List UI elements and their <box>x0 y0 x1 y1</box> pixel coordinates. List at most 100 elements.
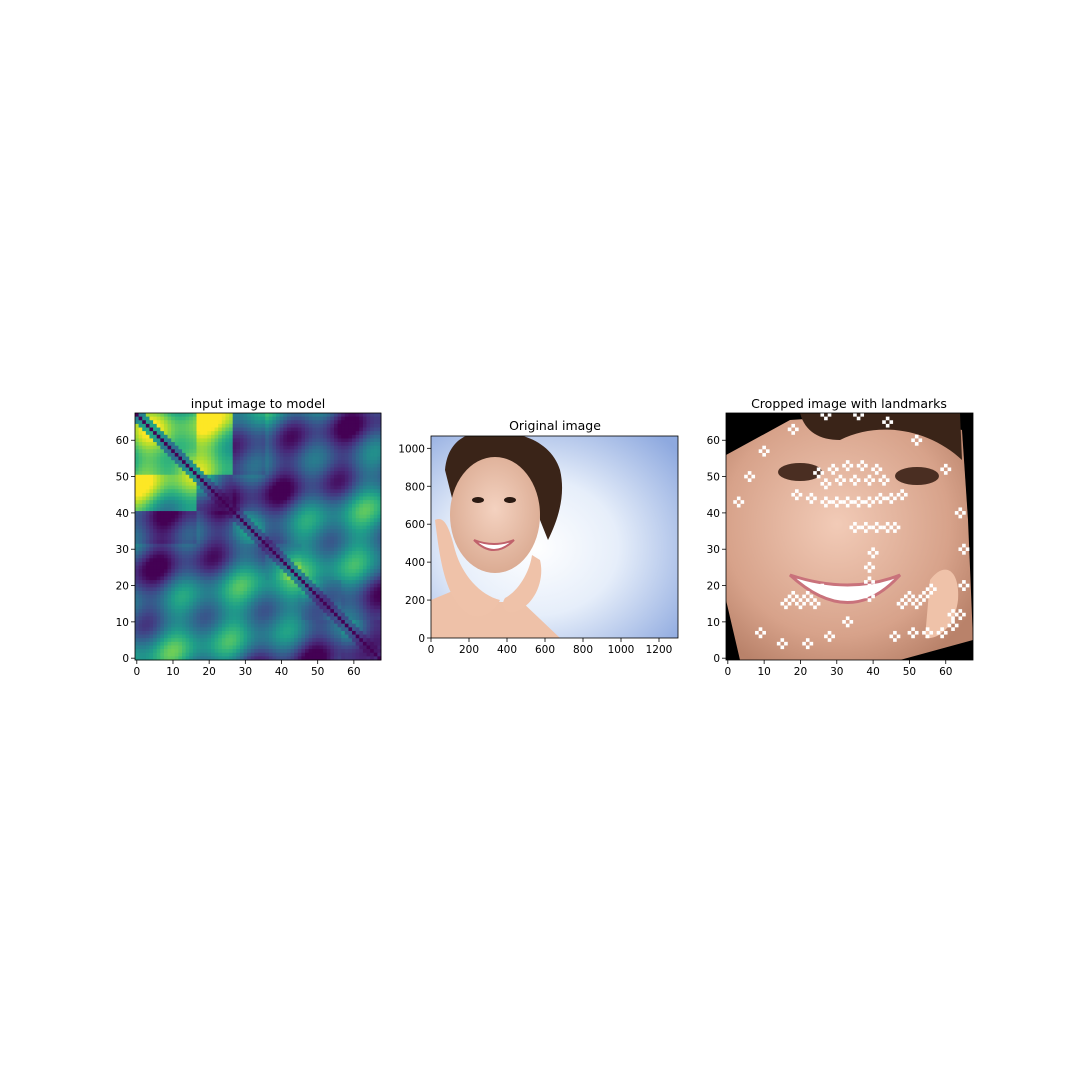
heatmap-cell <box>319 532 324 537</box>
heatmap-cell <box>142 616 147 621</box>
heatmap-cell <box>308 645 313 650</box>
heatmap-cell <box>149 645 154 650</box>
heatmap-cell <box>315 423 320 428</box>
heatmap-cell <box>283 590 288 596</box>
heatmap-cell <box>355 594 360 599</box>
heatmap-cell <box>207 580 212 585</box>
heatmap-cell <box>330 489 335 494</box>
heatmap-cell <box>355 427 360 432</box>
heatmap-cell <box>290 638 295 643</box>
heatmap-cell <box>160 561 165 566</box>
heatmap-cell <box>221 554 226 559</box>
heatmap-cell <box>286 649 291 654</box>
heatmap-cell <box>283 503 288 508</box>
heatmap-cell <box>337 416 342 421</box>
landmark-pixel <box>914 442 919 446</box>
heatmap-cell <box>236 580 241 585</box>
heatmap-cell <box>366 521 371 527</box>
heatmap-cell <box>196 572 201 577</box>
heatmap-cell <box>265 641 270 646</box>
landmark-pixel <box>845 616 850 621</box>
heatmap-cell <box>182 452 187 457</box>
heatmap-cell <box>326 507 331 512</box>
heatmap-cell <box>323 413 328 418</box>
heatmap-cell <box>214 551 219 556</box>
heatmap-cell <box>312 460 317 465</box>
heatmap-cell <box>182 478 187 483</box>
heatmap-cell <box>153 634 158 639</box>
heatmap-cell <box>145 438 150 443</box>
heatmap-cell <box>319 489 324 494</box>
heatmap-cell <box>286 532 291 537</box>
heatmap-cell <box>225 580 230 585</box>
heatmap-cell <box>247 434 252 439</box>
heatmap-cell <box>326 572 331 577</box>
heatmap-cell <box>149 507 154 512</box>
heatmap-cell <box>210 587 215 592</box>
heatmap-cell <box>359 605 364 610</box>
heatmap-cell <box>254 445 259 450</box>
heatmap-cell <box>232 612 237 617</box>
heatmap-cell <box>344 427 349 432</box>
heatmap-cell <box>315 612 320 617</box>
landmark-pixel <box>889 634 894 639</box>
heatmap-cell <box>265 463 270 468</box>
heatmap-frame <box>134 412 382 661</box>
heatmap-cell <box>348 532 353 537</box>
heatmap-cell <box>290 554 295 559</box>
heatmap-cell <box>135 423 140 428</box>
heatmap-cell <box>308 485 313 490</box>
heatmap-cell <box>373 503 378 508</box>
heatmap-cell <box>279 623 284 628</box>
heatmap-cell <box>362 558 367 563</box>
heatmap-cell <box>218 641 223 646</box>
heatmap-cell <box>359 452 364 457</box>
heatmap-cell <box>149 423 154 428</box>
heatmap-cell <box>229 521 234 527</box>
heatmap-cell <box>348 431 353 436</box>
heatmap-cell <box>344 645 349 650</box>
heatmap-cell <box>294 518 299 523</box>
heatmap-cell <box>243 485 248 490</box>
heatmap-cell <box>366 620 371 625</box>
heatmap-cell <box>250 529 255 534</box>
heatmap-cell <box>333 554 338 559</box>
heatmap-cell <box>196 565 201 570</box>
heatmap-cell <box>185 609 190 614</box>
heatmap-cell <box>142 580 147 585</box>
heatmap-cell <box>167 623 172 628</box>
heatmap-cell <box>210 449 215 454</box>
heatmap-cell <box>163 543 168 548</box>
heatmap-cell <box>373 547 378 552</box>
heatmap-cell <box>366 445 371 450</box>
heatmap-cell <box>182 536 187 541</box>
heatmap-cell <box>163 420 168 425</box>
heatmap-cell <box>319 416 324 421</box>
heatmap-cell <box>221 572 226 577</box>
heatmap-cell <box>297 547 302 552</box>
heatmap-cell <box>229 561 234 566</box>
heatmap-cell <box>254 609 259 614</box>
heatmap-cell <box>333 601 338 606</box>
heatmap-cell <box>301 500 306 505</box>
heatmap-cell <box>370 605 375 610</box>
heatmap-cell <box>135 561 140 566</box>
heatmap-cell <box>192 576 197 581</box>
heatmap-cell <box>377 594 382 599</box>
heatmap-cell <box>145 514 150 519</box>
heatmap-cell <box>315 540 320 545</box>
heatmap-cell <box>236 525 241 530</box>
heatmap-cell <box>203 500 208 505</box>
landmark-pixel <box>918 601 923 606</box>
heatmap-cell <box>232 634 237 639</box>
heatmap-cell <box>355 489 360 494</box>
heatmap-cell <box>163 478 168 483</box>
heatmap-cell <box>254 485 259 490</box>
heatmap-cell <box>305 456 310 461</box>
heatmap-cell <box>276 496 281 501</box>
heatmap-cell <box>189 583 194 588</box>
heatmap-cell <box>315 529 320 534</box>
heatmap-cell <box>167 507 172 512</box>
heatmap-cell <box>377 423 382 428</box>
heatmap-cell <box>366 449 371 454</box>
